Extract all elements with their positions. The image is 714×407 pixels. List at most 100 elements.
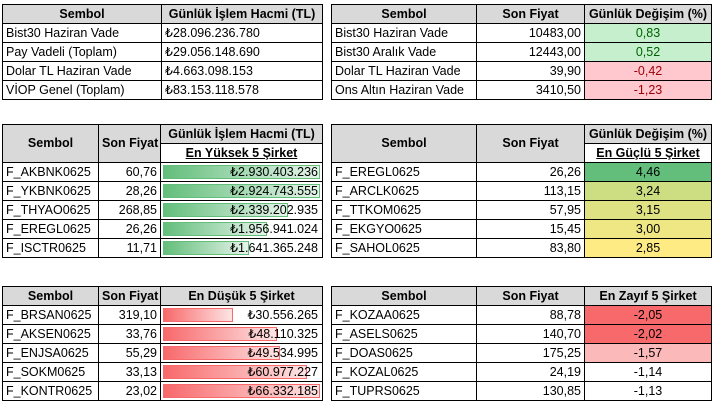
volume-bar-cell: ₺66.332.185 (160, 381, 323, 401)
symbol-cell: F_ISCTR0625 (2, 238, 99, 258)
volume-bar-cell: ₺1.956.941.024 (160, 219, 323, 239)
price-cell: 88,78 (476, 305, 585, 325)
price-cell: 12443,00 (476, 42, 585, 62)
header-last-price: Son Fiyat (98, 286, 161, 306)
header-weakest-5: En Zayıf 5 Şirket (584, 286, 712, 306)
header-daily-change: Günlük Değişim (%) (584, 124, 712, 144)
price-cell: 175,25 (476, 343, 585, 363)
volume-bar-cell: ₺60.977.227 (160, 362, 323, 382)
header-sembol: Sembol (331, 124, 477, 163)
symbol-cell: Pay Vadeli (Toplam) (2, 42, 162, 62)
volume-value: ₺1.641.365.248 (230, 240, 318, 255)
change-cell: 3,00 (584, 219, 712, 239)
volume-value: ₺66.332.185 (247, 383, 318, 398)
lowest-volume-table: Sembol Son Fiyat En Düşük 5 Şirket F_BRS… (2, 286, 323, 401)
price-cell: 39,90 (476, 61, 585, 81)
price-cell: 57,95 (476, 200, 585, 220)
volume-bar-cell: ₺49.534.995 (160, 343, 323, 363)
table-row: F_TUPRS0625 130,85 -1,13 (331, 381, 712, 401)
symbol-cell: Bist30 Haziran Vade (2, 23, 162, 43)
change-cell: 3,24 (584, 181, 712, 201)
volume-value: ₺2.339.202.935 (230, 202, 318, 217)
change-cell: -1,14 (584, 362, 712, 382)
table-row: VİOP Genel (Toplam) ₺83.153.118.578 (2, 80, 323, 100)
table-row: Bist30 Aralık Vade 12443,00 0,52 (331, 42, 712, 62)
symbol-cell: Ons Altın Haziran Vade (331, 80, 477, 100)
price-cell: 11,71 (98, 238, 161, 258)
table-row: Dolar TL Haziran Vade ₺4.663.098.153 (2, 61, 323, 81)
volume-bar (163, 203, 288, 217)
symbol-cell: F_EREGL0625 (331, 162, 477, 182)
volume-bar (163, 327, 277, 341)
table-row: F_DOAS0625 175,25 -1,57 (331, 343, 712, 363)
change-cell: -1,57 (584, 343, 712, 363)
volume-bar (163, 165, 320, 179)
market-volume-table: Sembol Günlük İşlem Hacmi (TL) Bist30 Ha… (2, 4, 323, 100)
header-last-price: Son Fiyat (98, 124, 161, 163)
volume-bar-cell: ₺30.556.265 (160, 305, 323, 325)
symbol-cell: F_SOKM0625 (2, 362, 99, 382)
header-daily-change: Günlük Değişim (%) (584, 4, 712, 24)
symbol-cell: F_ENJSA0625 (2, 343, 99, 363)
table-row: F_SOKM0625 33,13 ₺60.977.227 (2, 362, 323, 382)
volume-bar-cell: ₺2.930.403.236 (160, 162, 323, 182)
volume-value: ₺60.977.227 (247, 364, 318, 379)
price-cell: 28,26 (98, 181, 161, 201)
symbol-cell: F_TUPRS0625 (331, 381, 477, 401)
price-cell: 26,26 (98, 219, 161, 239)
symbol-cell: F_SAHOL0625 (331, 238, 477, 258)
price-cell: 268,85 (98, 200, 161, 220)
volume-bar (163, 384, 320, 398)
table-row: F_BRSAN0625 319,10 ₺30.556.265 (2, 305, 323, 325)
change-cell: 2,85 (584, 238, 712, 258)
symbol-cell: F_KOZAA0625 (331, 305, 477, 325)
price-cell: 140,70 (476, 324, 585, 344)
table-row: F_EREGL0625 26,26 ₺1.956.941.024 (2, 219, 323, 239)
table-row: F_EKGYO0625 15,45 3,00 (331, 219, 712, 239)
table-row: F_KONTR0625 23,02 ₺66.332.185 (2, 381, 323, 401)
volume-value: ₺49.534.995 (247, 345, 318, 360)
price-cell: 33,13 (98, 362, 161, 382)
header-daily-volume: Günlük İşlem Hacmi (TL) (160, 124, 323, 144)
price-cell: 33,76 (98, 324, 161, 344)
price-cell: 130,85 (476, 381, 585, 401)
symbol-cell: F_KONTR0625 (2, 381, 99, 401)
change-cell: 4,46 (584, 162, 712, 182)
header-sembol: Sembol (2, 4, 162, 24)
table-row: F_AKSEN0625 33,76 ₺48.110.325 (2, 324, 323, 344)
price-cell: 55,29 (98, 343, 161, 363)
price-cell: 113,15 (476, 181, 585, 201)
header-sembol: Sembol (2, 124, 99, 163)
table-row: F_KOZAL0625 24,19 -1,14 (331, 362, 712, 382)
strongest-table: Sembol Son Fiyat Günlük Değişim (%) En G… (331, 124, 712, 258)
price-cell: 24,19 (476, 362, 585, 382)
volume-value: ₺30.556.265 (247, 307, 318, 322)
symbol-cell: VİOP Genel (Toplam) (2, 80, 162, 100)
symbol-cell: F_THYAO0625 (2, 200, 99, 220)
header-last-price: Son Fiyat (476, 286, 585, 306)
volume-bar-cell: ₺1.641.365.248 (160, 238, 323, 258)
table-row: F_ARCLK0625 113,15 3,24 (331, 181, 712, 201)
price-cell: 319,10 (98, 305, 161, 325)
header-last-price: Son Fiyat (476, 4, 585, 24)
table-row: F_SAHOL0625 83,80 2,85 (331, 238, 712, 258)
change-cell: -2,02 (584, 324, 712, 344)
change-cell: -1,13 (584, 381, 712, 401)
header-sembol: Sembol (331, 286, 477, 306)
subheader-strongest-5: En Güçlü 5 Şirket (584, 143, 712, 163)
table-row: Ons Altın Haziran Vade 3410,50 -1,23 (331, 80, 712, 100)
symbol-cell: Bist30 Haziran Vade (331, 23, 477, 43)
volume-bar (163, 184, 320, 198)
price-cell: 83,80 (476, 238, 585, 258)
header-last-price: Son Fiyat (476, 124, 585, 163)
volume-bar-cell: ₺48.110.325 (160, 324, 323, 344)
change-cell: -2,05 (584, 305, 712, 325)
volume-cell: ₺83.153.118.578 (161, 80, 323, 100)
symbol-cell: F_AKSEN0625 (2, 324, 99, 344)
header-sembol: Sembol (2, 286, 99, 306)
volume-cell: ₺4.663.098.153 (161, 61, 323, 81)
volume-cell: ₺29.056.148.690 (161, 42, 323, 62)
volume-bar-cell: ₺2.339.202.935 (160, 200, 323, 220)
symbol-cell: F_ASELS0625 (331, 324, 477, 344)
symbol-cell: F_DOAS0625 (331, 343, 477, 363)
